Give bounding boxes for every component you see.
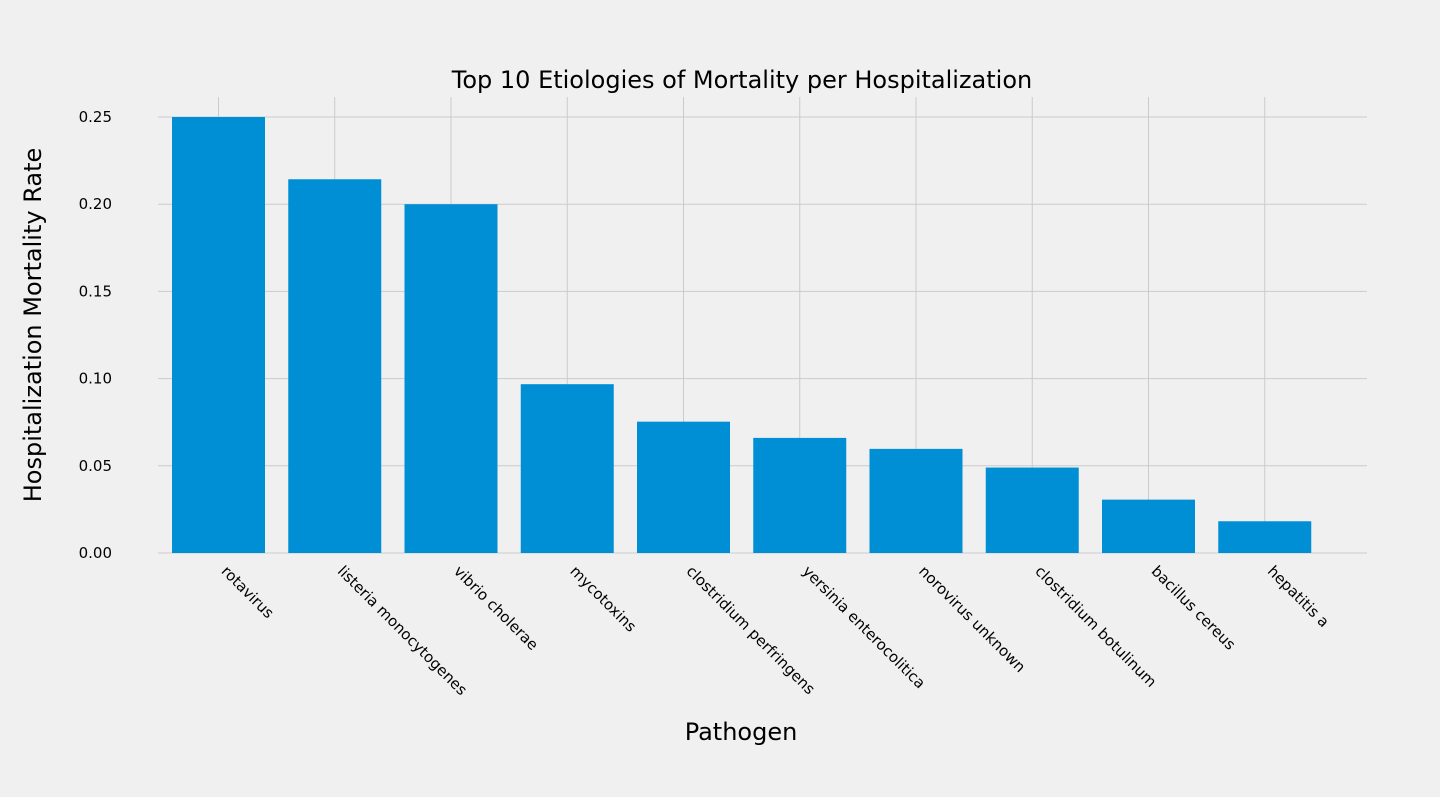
bar: [869, 448, 963, 553]
y-tick-label: 0.00: [79, 544, 112, 562]
x-tick-label: bacillus cereus: [1148, 562, 1240, 654]
x-tick-label: clostridium perfringens: [683, 562, 819, 698]
chart-title: Top 10 Etiologies of Mortality per Hospi…: [451, 66, 1032, 94]
x-tick-label: yersinia enterocolitica: [799, 562, 929, 692]
x-tick-label: hepatitis a: [1264, 562, 1333, 631]
bar: [753, 437, 847, 553]
y-axis-label: Hospitalization Mortality Rate: [19, 148, 47, 502]
x-tick-label: listeria monocytogenes: [334, 562, 471, 699]
x-tick-label: norovirus unknown: [915, 562, 1029, 676]
y-tick-label: 0.10: [79, 370, 112, 388]
bar: [1218, 521, 1312, 553]
y-tick-label: 0.25: [79, 108, 112, 126]
y-tick-label: 0.15: [79, 282, 112, 300]
bar: [172, 117, 265, 553]
bars: [172, 117, 1312, 553]
bar: [637, 421, 730, 553]
bar: [985, 467, 1079, 553]
y-tick-label: 0.05: [79, 457, 112, 475]
bar: [288, 179, 382, 553]
bar: [520, 384, 614, 553]
y-tick-label: 0.20: [79, 195, 112, 213]
x-tick-label: vibrio cholerae: [450, 562, 542, 654]
x-axis-label: Pathogen: [685, 718, 798, 746]
x-tick-label: clostridium botulinum: [1031, 562, 1160, 691]
x-tick-label: mycotoxins: [566, 562, 640, 636]
y-axis-ticks: 0.00 0.05 0.10 0.15 0.20 0.25: [79, 108, 112, 562]
bar: [1102, 499, 1195, 553]
bar: [404, 204, 498, 553]
x-tick-label: rotavirus: [218, 562, 278, 622]
